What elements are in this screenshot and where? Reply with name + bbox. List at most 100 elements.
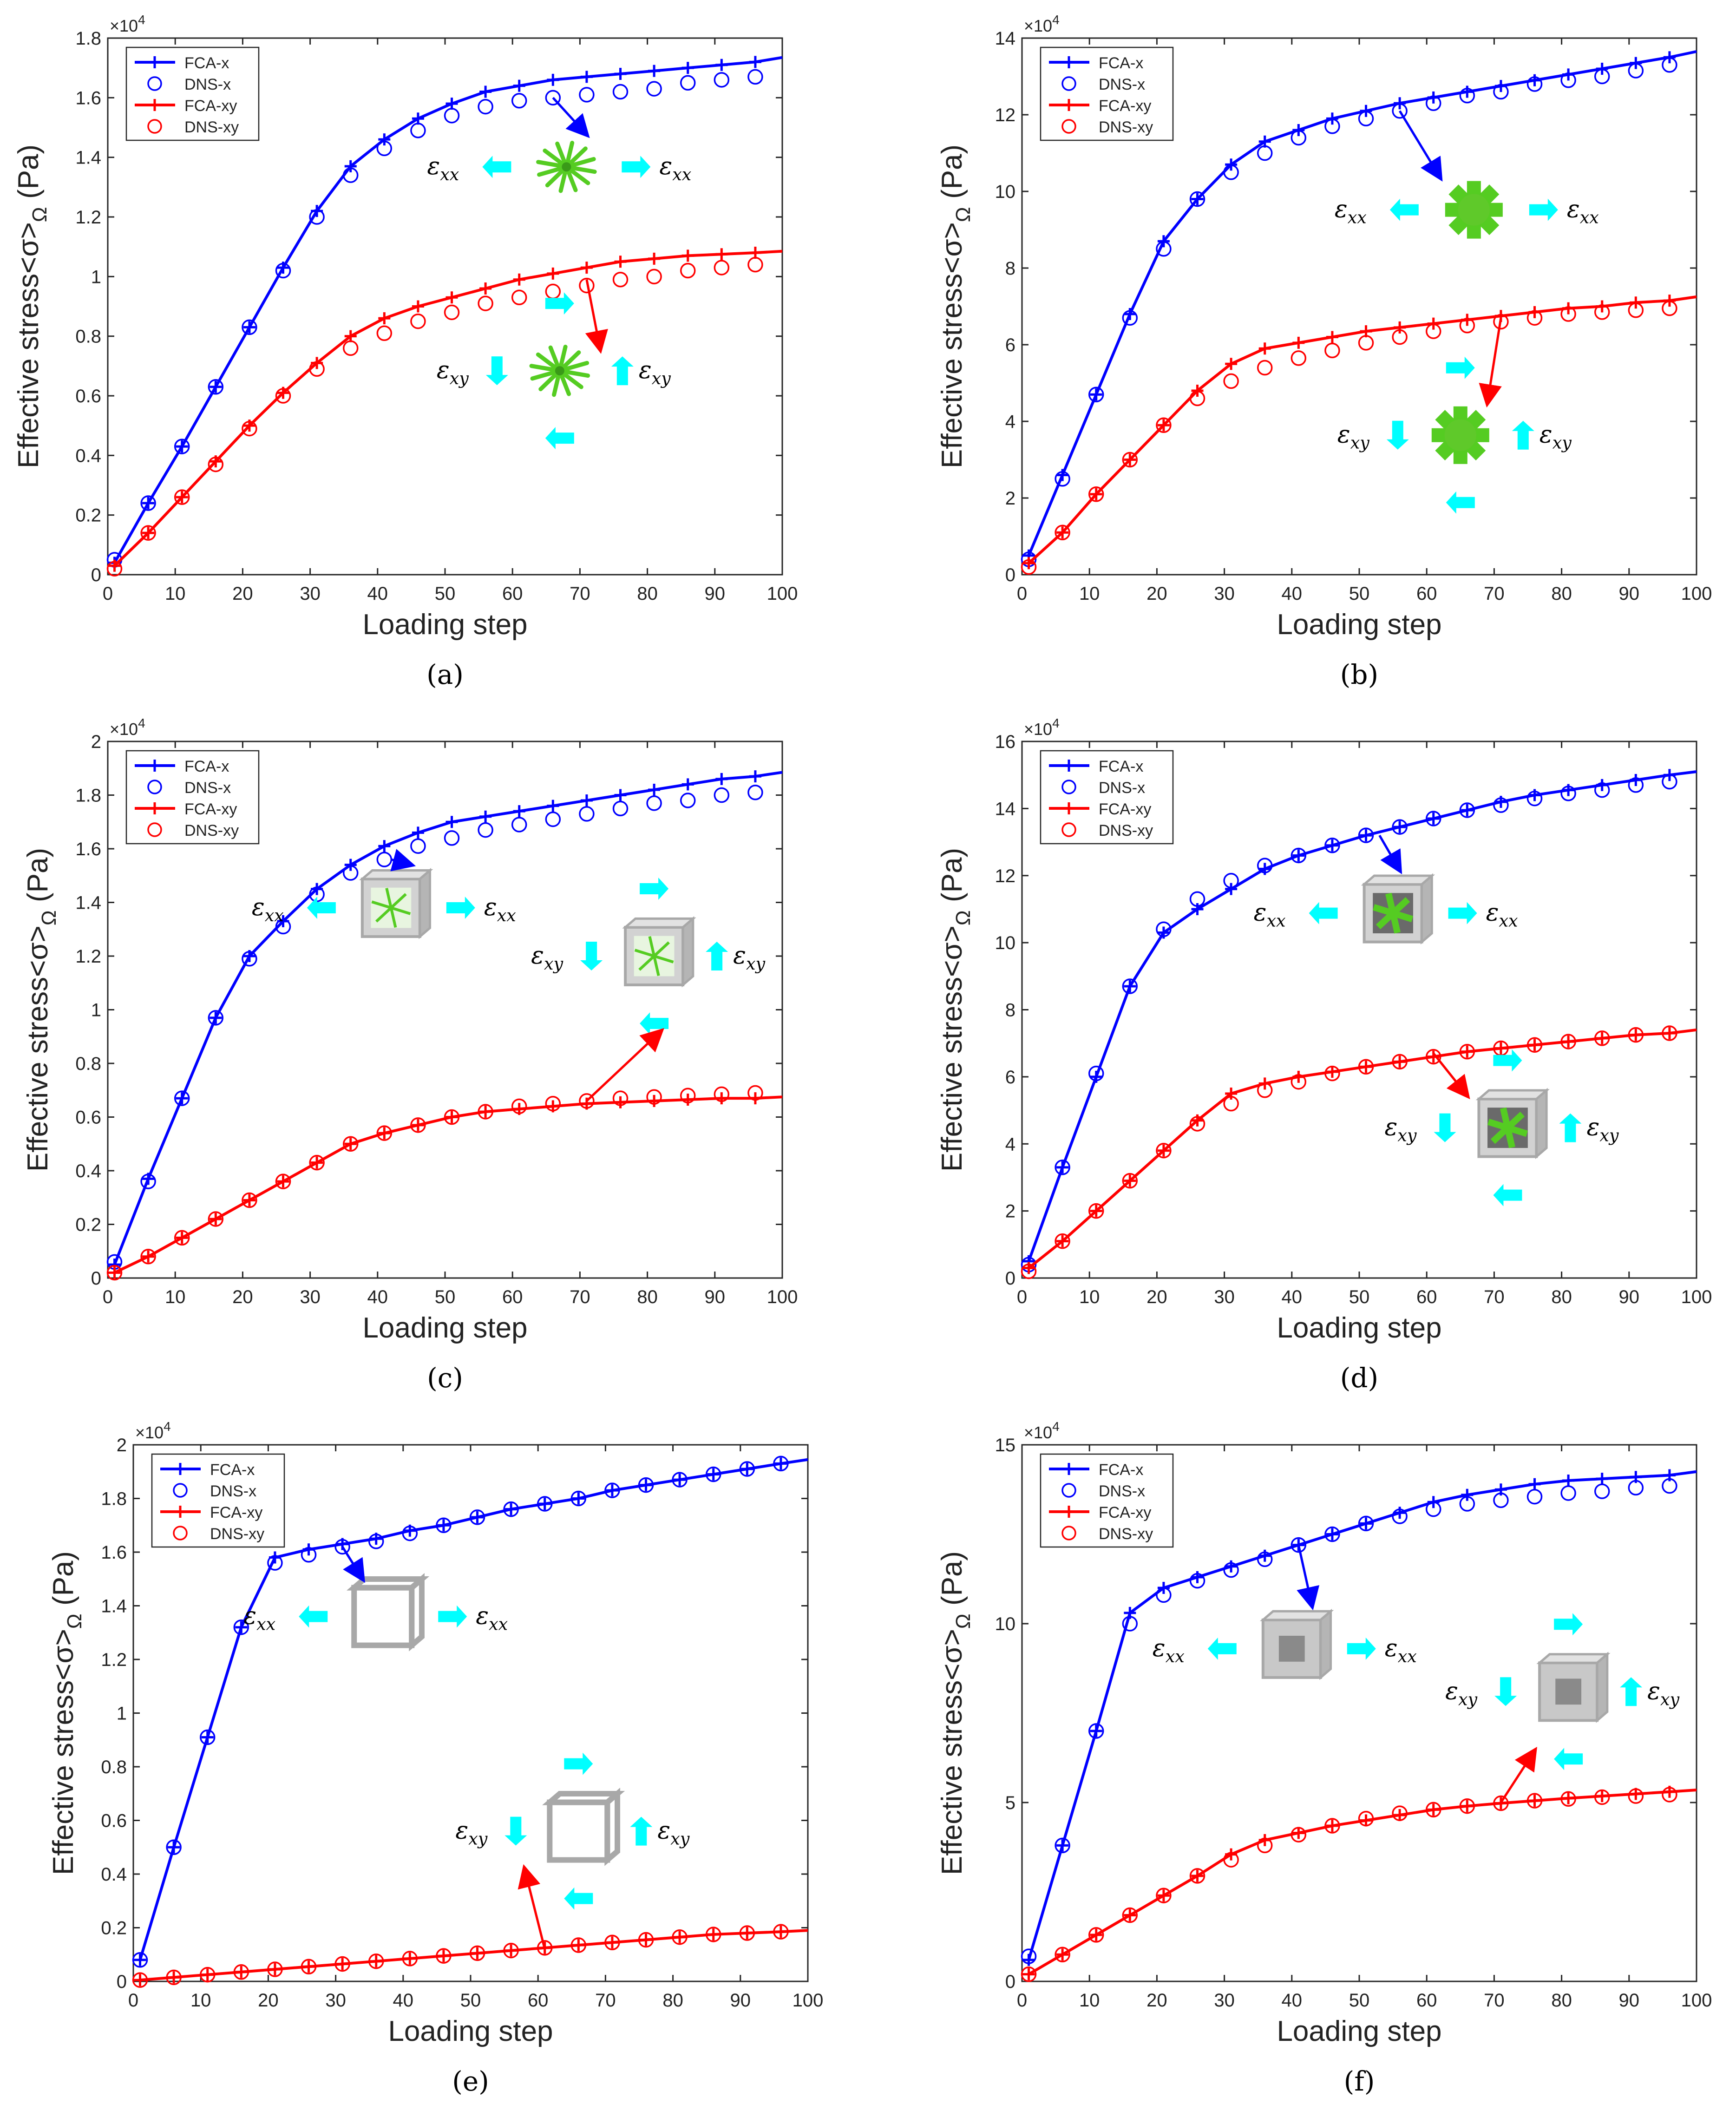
circle-marker (342, 340, 359, 356)
y-tick-label: 4 (1005, 1134, 1015, 1154)
plus-marker (715, 1092, 728, 1105)
circle-marker (1055, 1160, 1070, 1175)
circle-marker (1156, 1142, 1172, 1159)
inset-xy: εxy εxy (437, 292, 671, 450)
x-tick-label: 10 (1079, 1287, 1100, 1307)
plus-marker (614, 789, 627, 801)
circle-marker (705, 1927, 721, 1942)
plus-marker (142, 497, 155, 509)
strain-label-xx-left: εxx (427, 152, 459, 184)
cyan-arrow-down (504, 1816, 527, 1846)
cyan-arrow-top (1493, 1049, 1522, 1072)
inner-strut (371, 900, 392, 909)
circle-marker (1392, 819, 1408, 835)
plus-marker (378, 312, 391, 325)
plus-marker (1326, 1528, 1338, 1541)
y-tick-label: 1 (91, 1000, 101, 1021)
plus-marker (1191, 1869, 1204, 1882)
circle-marker (1021, 1948, 1037, 1964)
x-tick-label: 70 (1484, 1990, 1505, 2011)
circle-marker (1223, 1852, 1239, 1868)
plus-marker (749, 56, 761, 68)
circle-marker (579, 87, 595, 103)
circle-marker (1628, 63, 1644, 79)
legend-plus (1063, 99, 1075, 111)
plus-marker (572, 1492, 585, 1505)
circle-marker (140, 495, 156, 511)
plus-marker (513, 273, 525, 286)
circle-marker (478, 98, 493, 115)
plus-marker (648, 252, 661, 265)
plus-marker (1360, 1517, 1372, 1530)
y-axis-label: Effective stress<σ>Ω (Pa) (47, 1551, 86, 1875)
circle-marker (1291, 350, 1307, 366)
plus-marker (1124, 980, 1136, 992)
circle-marker (1122, 978, 1138, 994)
plus-marker (1360, 1061, 1372, 1073)
x-tick-label: 100 (767, 583, 798, 604)
y-tick-label: 1.6 (101, 1542, 127, 1563)
legend-plus (1063, 1506, 1075, 1518)
lattice-icon (1260, 1608, 1334, 1680)
circle-marker (1392, 1508, 1408, 1524)
circle-marker (469, 1945, 485, 1961)
legend-label: DNS-x (210, 1482, 256, 1500)
circle-marker (174, 439, 190, 454)
legend-circle (173, 1526, 188, 1541)
plus-marker (1090, 1725, 1102, 1737)
x-tick-label: 90 (1619, 583, 1640, 604)
circle-marker (1324, 1526, 1340, 1542)
strain-label-xy-left: εxy (1384, 1114, 1416, 1146)
y-tick-label: 0 (91, 565, 101, 585)
circle-marker (106, 1265, 123, 1281)
plus-marker (681, 62, 694, 74)
x-tick-label: 40 (367, 1287, 388, 1307)
cube-side (409, 1573, 425, 1652)
x-tick-label: 80 (637, 583, 658, 604)
circle-marker (537, 1496, 553, 1512)
y-tick-label: 8 (1005, 258, 1015, 279)
plus-marker (1124, 1909, 1136, 1921)
legend-label: DNS-x (1099, 779, 1145, 797)
circle-marker (1291, 1074, 1307, 1090)
circle-marker (402, 1951, 418, 1967)
circle-marker (1560, 306, 1576, 322)
lattice-icon (1536, 1652, 1611, 1723)
cyan-arrow-right (622, 156, 651, 178)
plus-marker (1326, 1820, 1338, 1832)
plus-marker (707, 1928, 720, 1941)
plus-marker (210, 1011, 222, 1024)
cube-side (1596, 1652, 1609, 1723)
plus-marker (1461, 804, 1474, 816)
strain-label-xx-left: εxx (1335, 196, 1367, 228)
circle-marker (1526, 790, 1543, 806)
x-axis-label: Loading step (362, 1312, 527, 1344)
x-tick-label: 60 (1416, 1287, 1437, 1307)
core (1444, 419, 1476, 451)
circle-marker (242, 420, 257, 437)
cyan-arrow-down (580, 942, 603, 970)
lattice-icon (1431, 406, 1489, 464)
chart-panel-a: 0 10 20 30 40 50 60 70 80 90 100 0 0.2 0.4 0.6 0.8 1 1.2 1… (13, 13, 798, 690)
x-tick-label: 10 (1079, 1990, 1100, 2011)
circle-marker (1291, 1537, 1307, 1553)
x-tick-label: 80 (1551, 1990, 1572, 2011)
y-tick-label: 1.6 (75, 88, 101, 108)
x-tick-label: 30 (325, 1990, 346, 2011)
y-tick-label: 4 (1005, 412, 1015, 432)
node (555, 366, 564, 376)
x-tick-label: 30 (300, 583, 321, 604)
legend-plus (1063, 802, 1075, 814)
x-tick-label: 0 (1017, 1287, 1027, 1307)
chart-panel-b: 0 10 20 30 40 50 60 70 80 90 100 0 2 4 6 8 10 12 14 ×104 Loa… (936, 13, 1712, 690)
plus-marker (479, 85, 492, 98)
chart-panel-d: 0 10 20 30 40 50 60 70 80 90 100 0 2 4 6 8 10 12 14 16 ×104 L… (936, 716, 1712, 1394)
circle-marker (1088, 1065, 1104, 1082)
plus-marker (547, 73, 559, 86)
plus-marker (1056, 1235, 1069, 1247)
x-tick-label: 40 (1282, 1990, 1303, 2011)
circle-marker (1425, 1501, 1441, 1517)
plus-marker (674, 1474, 686, 1486)
circle-marker (680, 793, 696, 808)
